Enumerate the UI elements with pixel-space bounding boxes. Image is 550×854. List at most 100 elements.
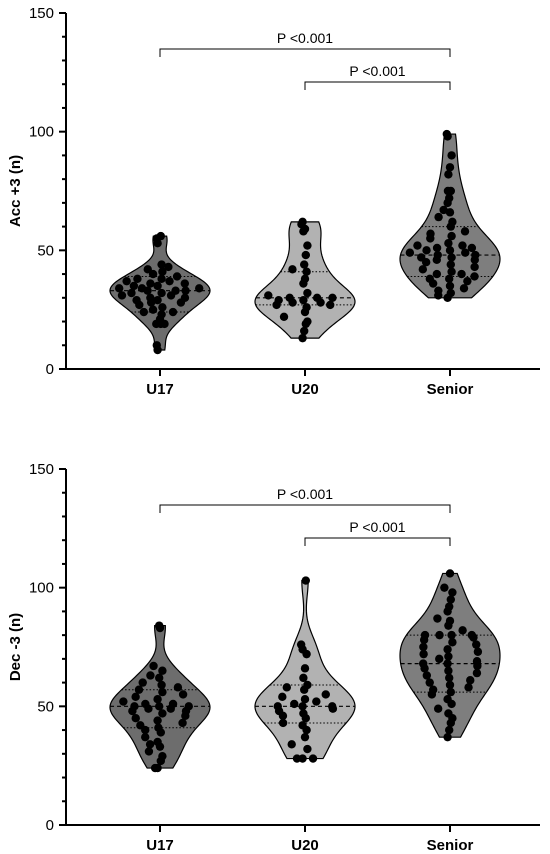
data-point-senior xyxy=(447,231,456,241)
data-point-u20 xyxy=(298,217,307,227)
data-point-u20 xyxy=(298,702,307,711)
data-point-u17 xyxy=(158,709,167,718)
data-point-senior xyxy=(447,253,456,262)
data-point-senior xyxy=(444,170,453,179)
data-point-senior xyxy=(443,659,452,668)
data-point-u17 xyxy=(146,293,155,302)
data-point-u17 xyxy=(138,678,147,687)
data-point-u17 xyxy=(168,307,178,317)
data-point-senior xyxy=(443,732,452,742)
data-point-u20 xyxy=(299,295,308,305)
data-point-senior xyxy=(472,668,482,678)
data-point-senior xyxy=(405,248,415,257)
data-point-senior xyxy=(445,274,454,284)
data-point-senior xyxy=(447,630,456,640)
data-point-u17 xyxy=(153,716,162,725)
data-point-u20 xyxy=(278,718,288,728)
p-value-label: P <0.001 xyxy=(349,63,405,79)
data-point-u17 xyxy=(153,737,162,747)
data-point-senior xyxy=(440,583,449,592)
y-axis-label: Dec -3 (n) xyxy=(7,613,24,681)
data-point-senior xyxy=(435,630,444,640)
data-point-u20 xyxy=(321,690,330,699)
data-point-u17 xyxy=(168,699,178,709)
data-point-senior xyxy=(448,588,457,597)
data-point-senior xyxy=(434,212,443,222)
data-point-u17 xyxy=(181,286,190,295)
data-point-senior xyxy=(435,654,444,664)
data-point-senior xyxy=(446,288,455,298)
data-point-u17 xyxy=(145,740,155,749)
data-point-senior xyxy=(472,657,482,666)
data-point-u20 xyxy=(308,754,318,763)
data-point-u17 xyxy=(131,714,140,723)
data-point-senior xyxy=(425,274,435,284)
data-point-u17 xyxy=(158,666,167,675)
data-point-u20 xyxy=(303,288,312,298)
data-point-u20 xyxy=(303,241,312,250)
data-point-u20 xyxy=(288,265,297,274)
data-point-u17 xyxy=(150,763,160,773)
significance-bracket xyxy=(304,81,451,90)
data-point-senior xyxy=(446,595,455,604)
data-point-senior xyxy=(442,129,451,139)
data-point-u17 xyxy=(149,661,158,671)
data-point-senior xyxy=(472,640,481,649)
data-point-senior xyxy=(473,647,483,656)
p-value-label: P <0.001 xyxy=(277,486,333,502)
data-point-u17 xyxy=(180,279,189,288)
data-point-senior xyxy=(446,687,455,697)
data-point-senior xyxy=(457,269,466,279)
data-point-u17 xyxy=(122,276,131,286)
data-point-senior xyxy=(445,163,455,172)
data-point-senior xyxy=(418,265,428,274)
significance-bracket xyxy=(159,504,451,513)
data-point-senior xyxy=(446,260,455,269)
data-point-senior xyxy=(434,286,443,295)
data-point-u20 xyxy=(292,754,302,763)
data-point-u17 xyxy=(155,673,164,683)
data-point-u17 xyxy=(195,284,204,293)
p-value-label: P <0.001 xyxy=(349,519,405,535)
data-point-u17 xyxy=(117,291,127,300)
data-point-senior xyxy=(458,241,467,250)
data-point-u17 xyxy=(164,262,173,272)
data-point-u20 xyxy=(312,697,321,706)
chart-panel-1: 0 50 100 150 Acc +3 (n) U17 U20 Senior P <0.001 P… xyxy=(7,5,540,398)
data-point-u17 xyxy=(165,276,174,286)
data-point-u20 xyxy=(287,740,296,749)
data-point-u20 xyxy=(300,326,309,336)
data-point-senior xyxy=(445,569,455,578)
y-tick-label: 0 xyxy=(46,817,54,834)
data-point-u20 xyxy=(300,274,310,284)
data-point-u17 xyxy=(157,680,166,690)
data-point-u20 xyxy=(300,260,309,269)
data-point-senior xyxy=(417,253,426,262)
data-point-u20 xyxy=(278,692,287,702)
data-point-u20 xyxy=(299,673,308,683)
data-point-senior xyxy=(445,602,454,611)
data-point-u17 xyxy=(153,281,162,291)
data-point-u17 xyxy=(155,702,164,711)
data-point-u17 xyxy=(136,721,145,730)
data-point-senior xyxy=(419,649,428,659)
data-point-u17 xyxy=(127,288,136,298)
data-point-senior xyxy=(448,638,457,647)
data-point-u17 xyxy=(153,295,162,305)
data-point-u17 xyxy=(130,702,139,711)
data-point-senior xyxy=(426,229,435,238)
data-point-senior xyxy=(432,269,442,279)
significance-bracket xyxy=(304,537,451,546)
data-point-senior xyxy=(445,208,455,217)
data-point-senior xyxy=(419,642,428,652)
data-point-senior xyxy=(445,281,455,291)
data-point-u17 xyxy=(156,231,165,241)
data-point-senior xyxy=(459,284,469,293)
data-point-u17 xyxy=(137,284,147,293)
x-tick-label-u17: U17 xyxy=(146,381,174,398)
data-point-u20 xyxy=(282,683,292,692)
data-point-senior xyxy=(444,709,453,718)
data-point-senior xyxy=(439,205,448,215)
y-axis-label: Acc +3 (n) xyxy=(7,155,24,227)
data-point-u17 xyxy=(157,274,166,284)
